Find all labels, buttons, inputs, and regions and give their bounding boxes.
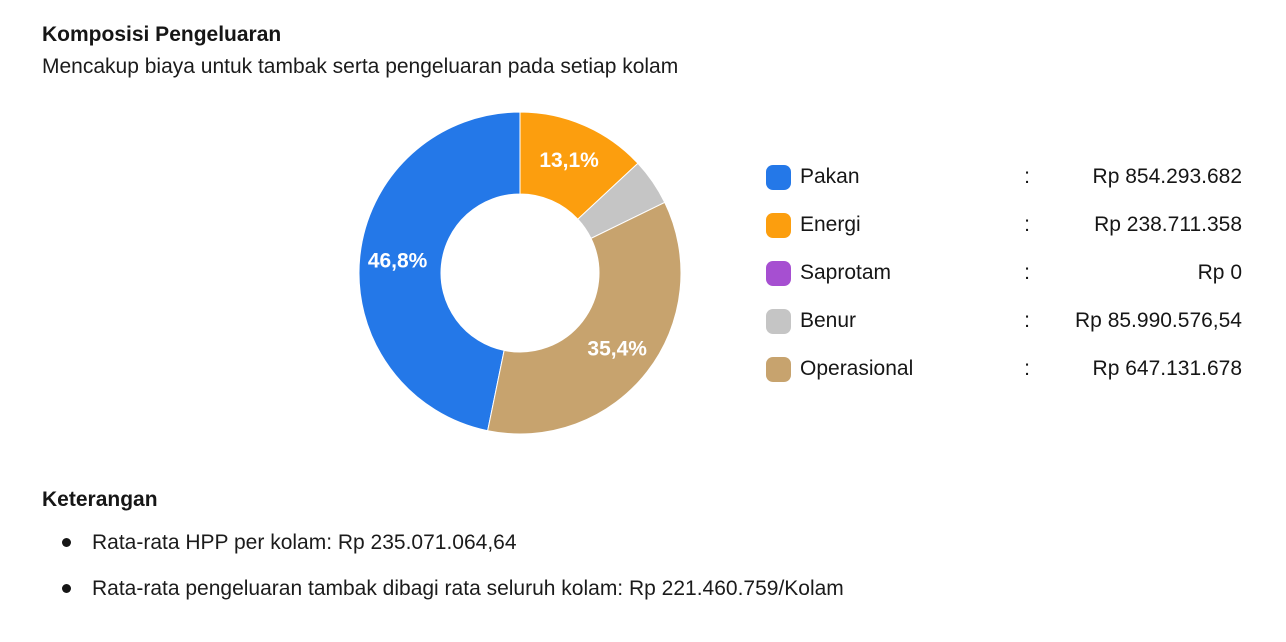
legend-color-swatch-benur — [766, 308, 791, 334]
keterangan-item-rata-pengeluaran: Rata-rata pengeluaran tambak dibagi rata… — [42, 576, 1142, 602]
donut-slice-operasional[interactable] — [487, 201, 682, 435]
legend-value: Rp 85.990.576,54 — [1075, 309, 1242, 332]
page-title: Komposisi Pengeluaran — [42, 23, 282, 46]
legend-colon: : — [1024, 165, 1030, 188]
keterangan-section: Keterangan Rata-rata HPP per kolam: Rp 2… — [42, 488, 1142, 622]
legend-value: Rp 647.131.678 — [1092, 357, 1242, 380]
donut-chart: 46,8% 13,1% 35,4% — [358, 111, 682, 435]
legend-colon: : — [1024, 357, 1030, 380]
legend-label: Energi — [800, 213, 861, 236]
legend-label: Saprotam — [800, 261, 892, 284]
page-subtitle: Mencakup biaya untuk tambak serta pengel… — [42, 55, 679, 78]
legend-colon: : — [1024, 261, 1030, 284]
keterangan-heading: Keterangan — [42, 488, 158, 511]
legend-item-energi: Energi : Rp 238.711.358 — [766, 212, 1246, 238]
slice-percent-label-operasional: 35,4% — [587, 337, 647, 360]
slice-percent-label-energi: 13,1% — [539, 149, 599, 172]
legend-color-swatch-saprotam — [766, 260, 791, 286]
slice-percent-label-pakan: 46,8% — [368, 250, 428, 273]
legend-item-operasional: Operasional : Rp 647.131.678 — [766, 356, 1246, 382]
legend-color-swatch-pakan — [766, 164, 791, 190]
legend-value: Rp 854.293.682 — [1092, 165, 1242, 188]
legend-colon: : — [1024, 309, 1030, 332]
legend-color-swatch-operasional — [766, 356, 791, 382]
legend-colon: : — [1024, 213, 1030, 236]
legend-label: Operasional — [800, 357, 914, 380]
legend-value: Rp 0 — [1197, 261, 1242, 284]
legend-item-pakan: Pakan : Rp 854.293.682 — [766, 164, 1246, 190]
donut-slice-pakan[interactable] — [358, 111, 521, 432]
legend-item-saprotam: Saprotam : Rp 0 — [766, 260, 1246, 286]
legend-label: Benur — [800, 309, 857, 332]
legend-color-swatch-energi — [766, 212, 791, 238]
chart-legend: Pakan : Rp 854.293.682 Energi : Rp 238.7… — [766, 164, 1246, 382]
legend-label: Pakan — [800, 165, 860, 188]
keterangan-list: Rata-rata HPP per kolam: Rp 235.071.064,… — [42, 530, 1142, 602]
chart-header: Komposisi Pengeluaran Mencakup biaya unt… — [42, 22, 678, 80]
keterangan-item-hpp: Rata-rata HPP per kolam: Rp 235.071.064,… — [42, 530, 1142, 556]
legend-item-benur: Benur : Rp 85.990.576,54 — [766, 308, 1246, 334]
legend-value: Rp 238.711.358 — [1094, 213, 1242, 236]
